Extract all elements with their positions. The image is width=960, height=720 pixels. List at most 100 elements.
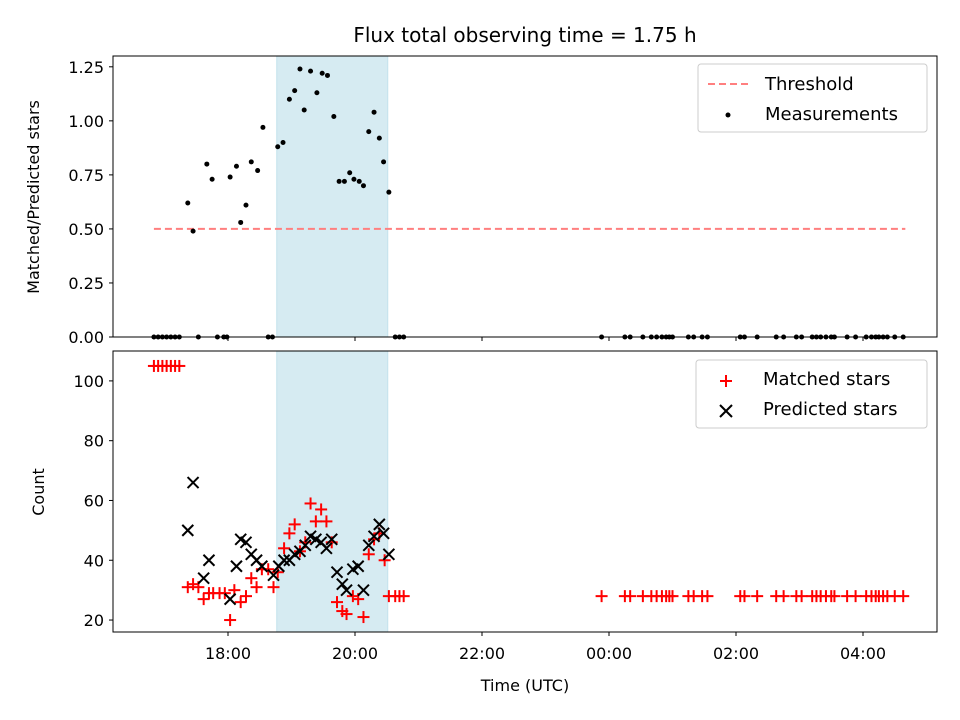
top-y-tick-label: 1.00 [68, 112, 104, 131]
measurement-point [255, 168, 261, 174]
legend-matched-swatch [720, 375, 732, 387]
matched-star-point [187, 578, 200, 591]
bottom-y-tick-label: 40 [84, 551, 104, 570]
top-legend: Threshold Measurements [697, 63, 928, 133]
bottom-highlight-span [276, 350, 389, 633]
matched-star-point [320, 515, 333, 528]
measurement-point [243, 202, 249, 208]
x-tick-label: 00:00 [586, 644, 632, 663]
measurement-point [209, 176, 215, 182]
predicted-star-point [382, 548, 396, 561]
measurement-point [314, 90, 320, 96]
matched-star-point [224, 614, 237, 627]
predicted-star-point [351, 560, 365, 573]
measurement-point [260, 124, 266, 130]
matched-star-point [849, 590, 862, 603]
matched-star-point [234, 596, 247, 609]
bottom-legend-box [695, 359, 928, 429]
measurement-point [360, 183, 366, 189]
measurement-point [356, 178, 362, 184]
matched-star-point [795, 590, 808, 603]
measurement-point [292, 88, 298, 94]
bottom-y-tick-label: 20 [84, 611, 104, 630]
matched-star-point [595, 590, 608, 603]
measurement-point [319, 70, 325, 76]
predicted-star-point [230, 560, 243, 573]
matched-star-point [250, 581, 263, 594]
top-y-ticks: 0.00 0.25 0.50 0.75 1.00 1.25 [68, 58, 113, 347]
matched-star-point [283, 527, 296, 540]
measurement-point [275, 144, 281, 150]
measurement-point [324, 72, 330, 78]
matched-star-point [197, 593, 210, 606]
bottom-x-ticks: 18:00 20:00 22:00 00:00 02:00 04:00 [205, 632, 886, 663]
measurement-point [308, 68, 314, 74]
top-x-ticks [227, 337, 864, 341]
legend-predicted-label: Predicted stars [763, 399, 897, 420]
measurement-point [381, 159, 387, 165]
measurement-point [227, 174, 233, 180]
measurement-point [286, 96, 292, 102]
matched-star-point [378, 554, 391, 567]
predicted-star-point [197, 571, 210, 585]
measurement-point [238, 219, 244, 225]
matched-star-point [828, 590, 841, 603]
measurement-point [248, 159, 254, 165]
predicted-star-points [181, 476, 396, 606]
matched-star-point [701, 590, 714, 603]
legend-predicted-swatch [719, 404, 733, 418]
matched-star-point [267, 581, 280, 594]
measurement-point [280, 139, 286, 145]
matched-star-point [218, 587, 231, 600]
measurement-point [341, 178, 347, 184]
matched-star-point [777, 590, 790, 603]
predicted-star-point [373, 518, 386, 531]
matched-star-point [288, 518, 301, 531]
predicted-star-point [357, 583, 370, 597]
measurement-point [190, 228, 196, 234]
predicted-star-point [325, 533, 338, 546]
top-legend-box [697, 63, 928, 133]
matched-star-point [397, 590, 410, 603]
x-tick-label: 20:00 [332, 644, 378, 663]
x-tick-label: 18:00 [205, 644, 251, 663]
top-y-tick-label: 0.75 [68, 166, 104, 185]
predicted-star-point [277, 554, 291, 567]
bottom-y-tick-label: 100 [73, 372, 104, 391]
matched-star-point [181, 581, 194, 594]
matched-star-point [315, 503, 328, 516]
top-panel: Flux total observing time = 1.75 h 0.000… [24, 23, 938, 347]
measurement-point [297, 66, 303, 72]
measurement-point [376, 135, 382, 141]
legend-measurements-swatch [725, 112, 731, 118]
top-highlight-span [276, 55, 389, 338]
matched-star-point [309, 515, 322, 528]
predicted-star-point [330, 566, 344, 579]
predicted-star-point [267, 568, 280, 582]
bottom-y-ticks: 20 40 60 80 100 [73, 372, 113, 630]
matched-star-point [239, 590, 252, 603]
matched-star-point [666, 590, 679, 603]
predicted-star-point [186, 476, 200, 489]
predicted-star-point [299, 539, 312, 552]
predicted-star-point [367, 530, 381, 543]
measurement-point [386, 189, 392, 195]
x-tick-label: 04:00 [840, 644, 886, 663]
bottom-y-axis-label: Count [29, 468, 48, 516]
measurement-point [351, 176, 357, 182]
bottom-panel: 20 40 60 80 100 18:00 20:00 22:00 00:00 02:00 04:… [29, 350, 938, 695]
predicted-star-point [320, 542, 333, 555]
bottom-axes-frame [112, 350, 938, 633]
predicted-star-point [202, 554, 216, 567]
matched-star-point [738, 590, 751, 603]
matched-star-point [304, 497, 317, 510]
predicted-star-point [377, 527, 390, 540]
matched-star-point [897, 590, 910, 603]
predicted-star-point [181, 524, 194, 537]
top-axes-frame [112, 55, 938, 338]
matched-star-point [357, 611, 370, 624]
matched-star-point [751, 590, 764, 603]
bottom-legend: Matched stars Predicted stars [695, 359, 928, 429]
legend-measurements-label: Measurements [765, 104, 898, 125]
